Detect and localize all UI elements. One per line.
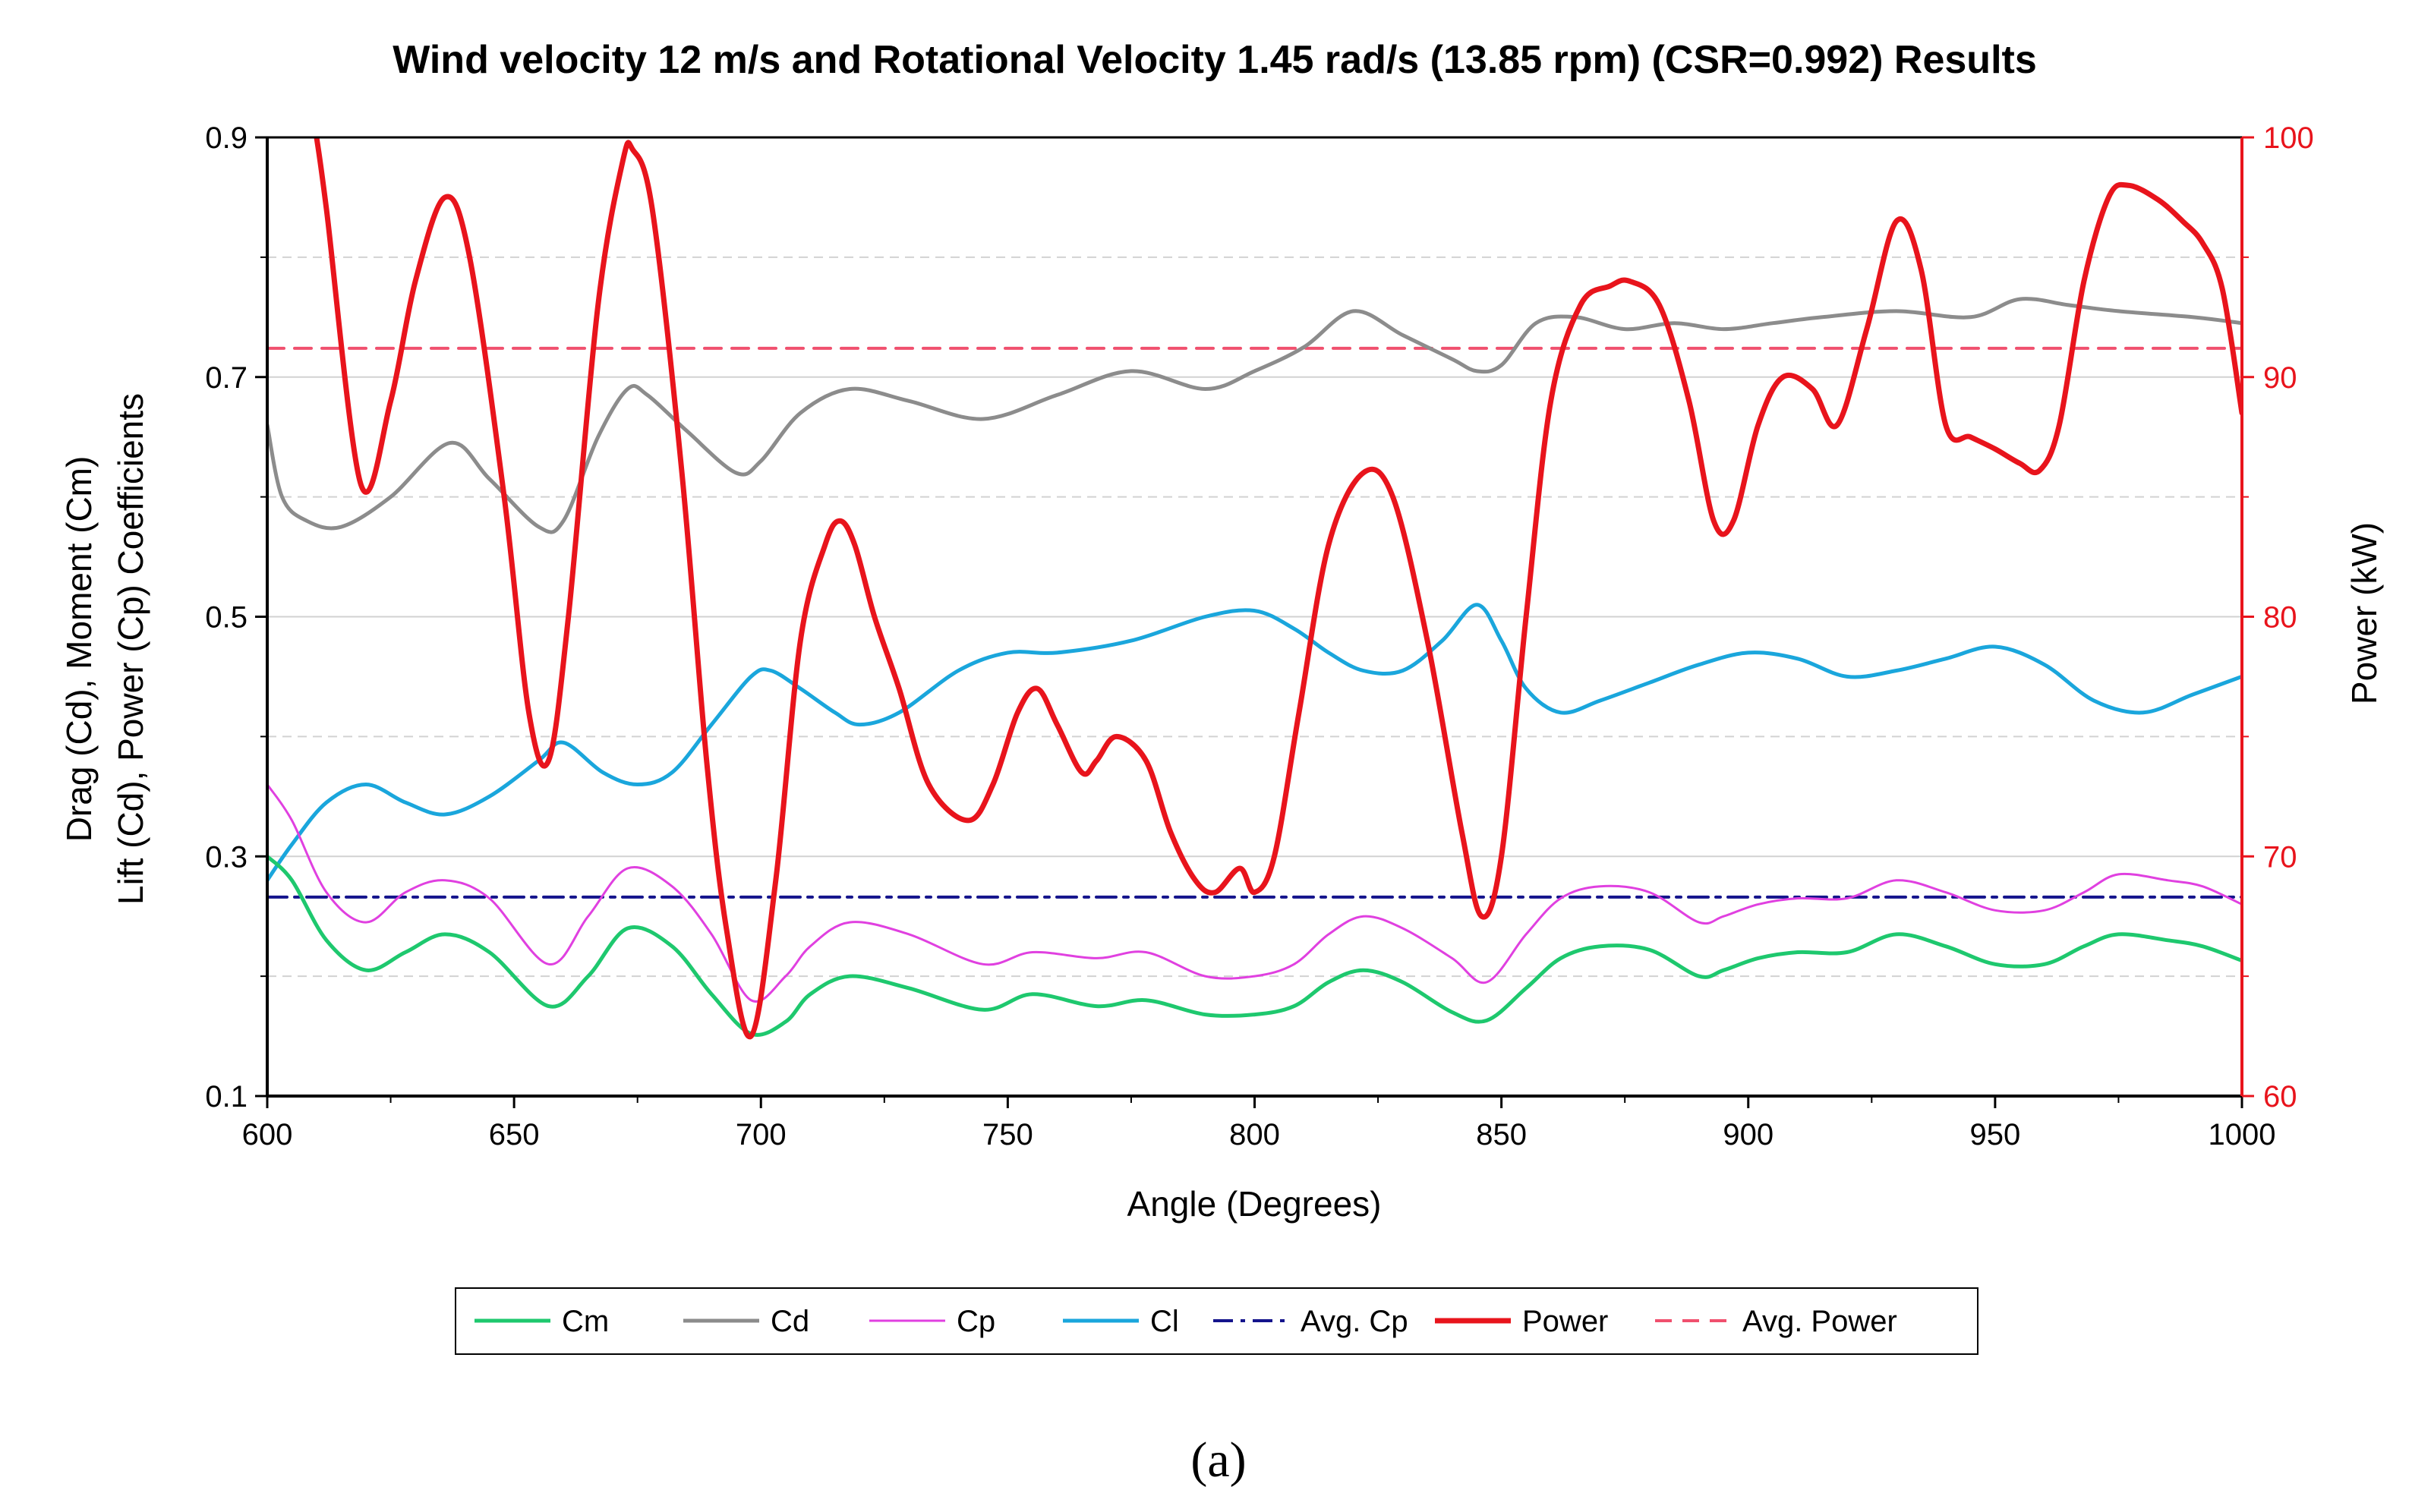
- legend-label-avg-cp: Avg. Cp: [1301, 1305, 1408, 1338]
- y-left-tick-label: 0.3: [205, 840, 248, 874]
- series-lines: [267, 137, 2242, 1040]
- y-left-tick-label: 0.9: [205, 121, 248, 155]
- y-left-tick-label: 0.7: [205, 361, 248, 395]
- series-line-cm: [267, 854, 2242, 1037]
- y-axis-label-right: Power (kW): [2344, 522, 2384, 704]
- y-left-tick-label: 0.5: [205, 601, 248, 635]
- figure-caption: (a): [1190, 1432, 1246, 1488]
- series-line-power: [314, 137, 2242, 1040]
- x-axis-label: Angle (Degrees): [1127, 1184, 1382, 1224]
- x-tick-label: 700: [736, 1118, 787, 1151]
- legend-label-cd: Cd: [771, 1305, 809, 1338]
- plot-area: 600 650 700 750 800 850 900 950 1000 0.1 0.3 0.5 0.7…: [205, 121, 2313, 1151]
- x-tick-label: 900: [1723, 1118, 1774, 1151]
- y-left-tick-label: 0.1: [205, 1080, 248, 1114]
- x-tick-label: 600: [242, 1118, 293, 1151]
- x-tick-label: 1000: [2209, 1118, 2276, 1151]
- y-axis-label-left-line1: Drag (Cd), Moment (Cm): [59, 456, 99, 843]
- legend-label-cp: Cp: [957, 1305, 995, 1338]
- x-tick-label: 800: [1229, 1118, 1280, 1151]
- y-right-tick-label: 100: [2263, 121, 2314, 155]
- legend: Cm Cd Cp Cl Avg. Cp Power Avg. Power: [455, 1287, 1978, 1355]
- x-tick-label: 650: [489, 1118, 540, 1151]
- x-tick-label: 950: [1970, 1118, 2021, 1151]
- series-line-cl: [267, 603, 2242, 883]
- legend-label-cl: Cl: [1150, 1305, 1179, 1338]
- x-tick-label: 750: [982, 1118, 1033, 1151]
- axes: 600 650 700 750 800 850 900 950 1000 0.1 0.3 0.5 0.7…: [205, 121, 2313, 1151]
- grid-lines: [267, 137, 2242, 1097]
- y-axis-label-left-line2: Lift (Cd), Power (Cp) Coefficients: [111, 393, 150, 905]
- legend-label-power: Power: [1522, 1305, 1608, 1338]
- legend-label-avg-power: Avg. Power: [1742, 1305, 1897, 1338]
- series-line-cd: [267, 297, 2242, 534]
- x-tick-label: 850: [1476, 1118, 1527, 1151]
- series-line-cp: [267, 783, 2242, 1003]
- chart-title: Wind velocity 12 m/s and Rotational Velo…: [393, 38, 2037, 82]
- y-right-tick-label: 80: [2263, 601, 2297, 635]
- legend-label-cm: Cm: [562, 1305, 609, 1338]
- y-right-tick-label: 60: [2263, 1080, 2297, 1114]
- y-right-tick-label: 90: [2263, 361, 2297, 395]
- y-right-tick-label: 70: [2263, 840, 2297, 874]
